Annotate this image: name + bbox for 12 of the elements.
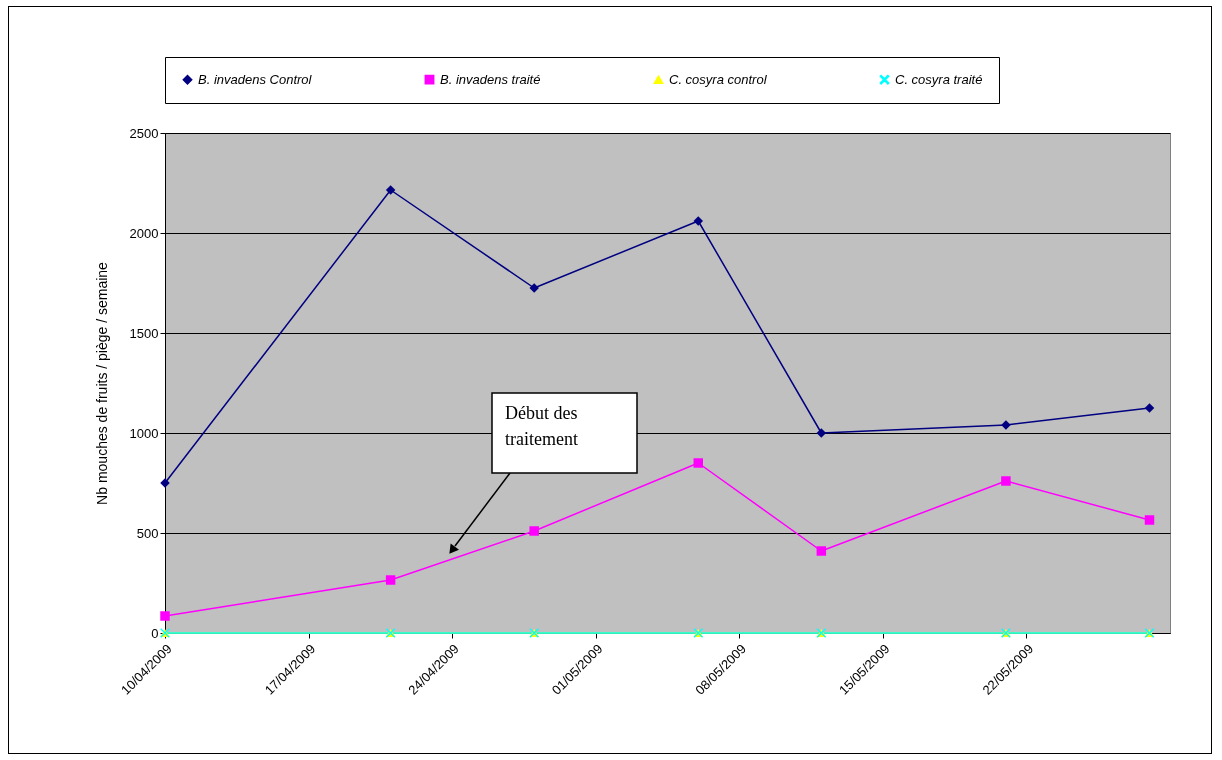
- y-axis-title: Nb mouches de fruits / piège / semaine: [93, 261, 110, 505]
- annotation: Début des traitement: [505, 403, 578, 449]
- legend-label: B. invadens traité: [440, 71, 541, 87]
- y-tick-label: 2500: [129, 125, 159, 141]
- y-tick-label: 500: [136, 525, 159, 541]
- y-tick-label: 1000: [129, 425, 159, 441]
- y-tick-label: 0: [151, 625, 159, 641]
- legend-label: B. invadens Control: [198, 71, 313, 87]
- legend-label: C. cosyra control: [669, 71, 768, 87]
- legend-label: C. cosyra traité: [895, 71, 983, 87]
- y-tick-label: 1500: [129, 325, 159, 341]
- y-tick-label: 2000: [129, 225, 159, 241]
